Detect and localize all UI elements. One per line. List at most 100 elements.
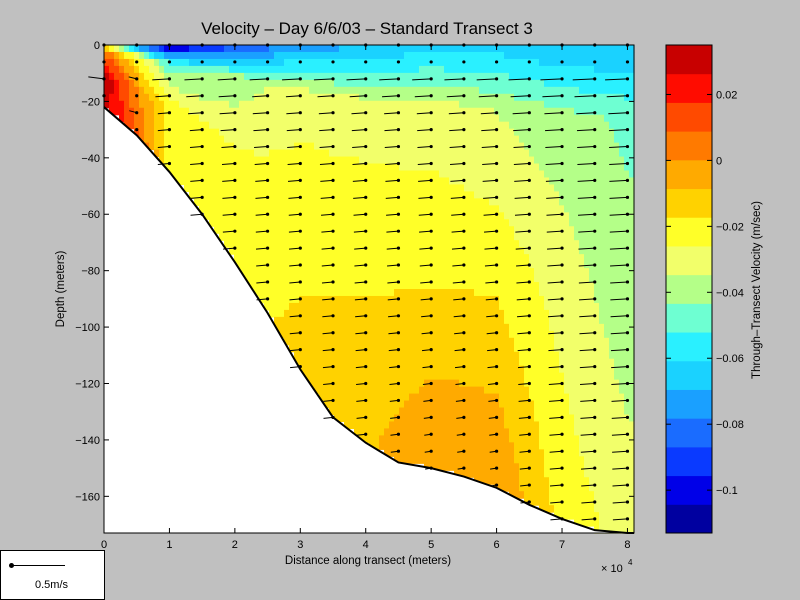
field-cell (279, 219, 285, 227)
field-cell (244, 128, 250, 137)
field-cell (319, 128, 325, 137)
field-cell (444, 156, 450, 165)
field-cell (479, 470, 485, 478)
field-cell (614, 198, 620, 206)
field-cell (324, 114, 330, 123)
field-cell (334, 107, 340, 116)
field-cell (439, 275, 445, 283)
field-cell (439, 282, 445, 290)
field-cell (584, 344, 590, 353)
field-cell (449, 247, 455, 255)
field-cell (544, 470, 550, 478)
field-cell (574, 302, 580, 311)
field-cell (384, 233, 390, 241)
field-cell (604, 316, 610, 325)
field-cell (349, 407, 355, 416)
field-cell (369, 121, 375, 130)
field-cell (304, 268, 310, 276)
field-cell (409, 254, 415, 262)
field-cell (434, 323, 440, 332)
field-cell (389, 309, 395, 318)
field-cell (519, 463, 525, 471)
field-cell (554, 470, 560, 478)
field-cell (599, 344, 605, 353)
field-cell (319, 351, 325, 360)
field-cell (339, 233, 345, 241)
field-cell (469, 330, 475, 339)
field-cell (519, 156, 525, 165)
field-cell (319, 149, 325, 158)
field-cell (404, 191, 410, 199)
field-cell (264, 72, 270, 81)
field-cell (559, 289, 565, 297)
field-cell (279, 323, 285, 332)
field-cell (219, 191, 225, 199)
field-cell (364, 79, 370, 88)
field-cell (479, 337, 485, 346)
field-cell (319, 330, 325, 339)
field-cell (529, 470, 535, 478)
field-cell (389, 156, 395, 165)
field-cell (389, 247, 395, 255)
field-cell (354, 72, 360, 81)
field-cell (449, 421, 455, 430)
field-cell (319, 233, 325, 241)
field-cell (134, 79, 140, 88)
field-cell (594, 456, 600, 464)
field-cell (399, 45, 405, 53)
field-cell (474, 393, 480, 402)
field-cell (174, 114, 180, 123)
field-cell (354, 428, 360, 436)
field-cell (409, 100, 415, 109)
field-cell (159, 93, 165, 102)
field-cell (329, 219, 335, 227)
field-cell (204, 170, 210, 179)
field-cell (479, 170, 485, 179)
field-cell (569, 191, 575, 199)
field-cell (309, 156, 315, 165)
field-cell (359, 316, 365, 325)
field-cell (254, 261, 260, 269)
field-cell (479, 212, 485, 220)
field-cell (239, 177, 245, 186)
field-cell (569, 302, 575, 311)
field-cell (579, 428, 585, 436)
field-cell (514, 226, 520, 234)
field-cell (219, 65, 225, 74)
field-cell (394, 358, 400, 367)
field-cell (374, 226, 380, 234)
field-cell (334, 337, 340, 346)
field-cell (579, 282, 585, 290)
field-cell (324, 58, 330, 67)
field-cell (254, 135, 260, 144)
field-cell (579, 51, 585, 60)
field-cell (569, 463, 575, 471)
field-cell (279, 309, 285, 318)
field-cell (219, 114, 225, 123)
field-cell (334, 351, 340, 360)
field-cell (359, 254, 365, 262)
field-cell (534, 428, 540, 436)
field-cell (589, 191, 595, 199)
field-cell (529, 358, 535, 367)
field-cell (349, 302, 355, 311)
field-cell (494, 337, 500, 346)
field-cell (494, 240, 500, 248)
field-cell (289, 156, 295, 165)
field-cell (454, 219, 460, 227)
field-cell (379, 149, 385, 158)
field-cell (434, 191, 440, 199)
field-cell (294, 219, 300, 227)
field-cell (459, 93, 465, 102)
field-cell (464, 351, 470, 360)
field-cell (559, 275, 565, 283)
field-cell (409, 449, 415, 457)
field-cell (179, 72, 185, 81)
field-cell (514, 72, 520, 81)
field-cell (614, 163, 620, 172)
field-cell (144, 93, 150, 102)
field-cell (519, 358, 525, 367)
field-cell (309, 170, 315, 179)
field-cell (284, 163, 290, 172)
field-cell (484, 470, 490, 478)
